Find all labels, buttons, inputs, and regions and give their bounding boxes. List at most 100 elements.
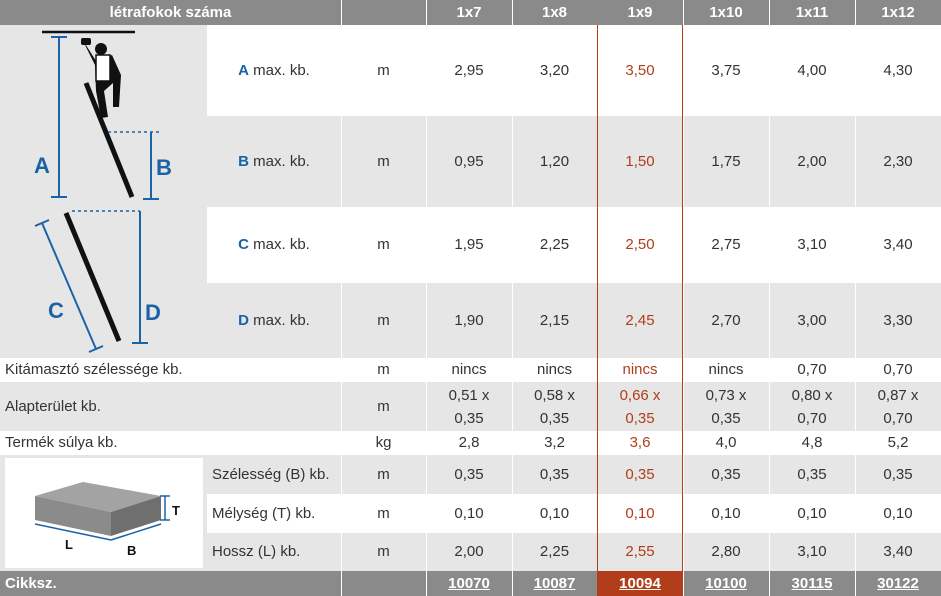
column-divider — [512, 0, 513, 596]
row-pack-width-value: 0,35 — [512, 455, 597, 494]
row-pack-length-value: 2,80 — [683, 533, 769, 571]
row-c-text: max. kb. — [248, 236, 310, 253]
ladder-illustration: A B C D — [34, 30, 172, 353]
row-pack-depth-value: 0,10 — [855, 494, 941, 533]
row-c-letter: C — [238, 236, 249, 253]
row-b-label: B max. kb. — [207, 116, 341, 207]
row-footprint-value: 0,87 x 0,70 — [855, 382, 941, 431]
footer-unit-empty — [341, 571, 426, 596]
row-b-value: 0,95 — [426, 116, 512, 207]
package-diagram: T L B — [0, 455, 207, 571]
row-c-value: 3,10 — [769, 207, 855, 283]
row-b-value: 1,50 — [597, 116, 683, 207]
header-title: létrafokok száma — [0, 0, 341, 25]
row-weight-value: 4,8 — [769, 431, 855, 455]
row-b-value: 2,30 — [855, 116, 941, 207]
row-pack-length-unit: m — [341, 533, 426, 571]
row-a-label: A max. kb. — [207, 25, 341, 116]
footer-code-cell-highlight: 10094 — [597, 571, 683, 596]
dim-label-c: C — [48, 298, 64, 323]
product-code-link[interactable]: 30115 — [791, 574, 833, 592]
product-code-link[interactable]: 10070 — [448, 574, 490, 592]
row-b-value: 2,00 — [769, 116, 855, 207]
footer-code-cell: 10087 — [512, 571, 597, 596]
row-pack-length-label: Hossz (L) kb. — [207, 533, 341, 571]
worker-figure — [81, 38, 121, 118]
row-d-value: 2,70 — [683, 283, 769, 358]
product-code-link[interactable]: 10094 — [619, 574, 661, 592]
row-pack-length-value: 3,40 — [855, 533, 941, 571]
footer-code-cell: 10070 — [426, 571, 512, 596]
dim-label-d: D — [145, 300, 161, 325]
row-b-value: 1,75 — [683, 116, 769, 207]
header-model-1x7: 1x7 — [426, 0, 512, 25]
row-pack-length-value: 2,00 — [426, 533, 512, 571]
row-c-value: 2,50 — [597, 207, 683, 283]
row-pack-depth-unit: m — [341, 494, 426, 533]
row-b-letter: B — [238, 152, 249, 170]
row-weight-label: Termék súlya kb. — [0, 431, 341, 455]
column-divider — [341, 0, 342, 596]
package-illustration: T L B — [34, 482, 180, 558]
row-footprint-value: 0,73 x 0,35 — [683, 382, 769, 431]
row-d-value: 2,15 — [512, 283, 597, 358]
row-d-label: D max. kb. — [207, 283, 341, 358]
product-code-link[interactable]: 10100 — [705, 574, 747, 592]
row-a-value: 2,95 — [426, 25, 512, 116]
column-divider — [683, 0, 684, 596]
row-c-label: C max. kb. — [207, 207, 341, 283]
row-b-text: max. kb. — [248, 152, 310, 170]
column-divider — [855, 0, 856, 596]
row-c-unit: m — [341, 207, 426, 283]
header-model-1x9: 1x9 — [597, 0, 683, 25]
row-c-value: 2,75 — [683, 207, 769, 283]
row-weight-value: 3,6 — [597, 431, 683, 455]
row-pack-depth-label: Mélység (T) kb. — [207, 494, 341, 533]
row-b-value: 1,20 — [512, 116, 597, 207]
column-divider — [426, 0, 427, 596]
footer-label: Cikksz. — [0, 571, 341, 596]
row-d-text: max. kb. — [248, 311, 310, 329]
row-d-value: 3,30 — [855, 283, 941, 358]
row-weight-value: 3,2 — [512, 431, 597, 455]
row-pack-length-value: 2,55 — [597, 533, 683, 571]
row-c-value: 2,25 — [512, 207, 597, 283]
row-support-width-value: nincs — [512, 358, 597, 382]
row-support-width-value: 0,70 — [769, 358, 855, 382]
row-pack-depth-value: 0,10 — [769, 494, 855, 533]
row-d-value: 3,00 — [769, 283, 855, 358]
footer-code-cell: 30115 — [769, 571, 855, 596]
footer-code-cell: 10100 — [683, 571, 769, 596]
column-divider — [769, 0, 770, 596]
row-d-value: 2,45 — [597, 283, 683, 358]
product-code-link[interactable]: 10087 — [533, 574, 576, 592]
row-support-width-value: 0,70 — [855, 358, 941, 382]
row-weight-value: 2,8 — [426, 431, 512, 455]
dim-label-b: B — [156, 155, 172, 180]
row-pack-width-value: 0,35 — [855, 455, 941, 494]
row-a-value: 4,30 — [855, 25, 941, 116]
footer-code-cell: 30122 — [855, 571, 941, 596]
row-a-value: 3,75 — [683, 25, 769, 116]
box-label-t: T — [172, 503, 180, 518]
row-support-width-value: nincs — [426, 358, 512, 382]
row-pack-length-value: 3,10 — [769, 533, 855, 571]
header-model-1x12: 1x12 — [855, 0, 941, 25]
dim-label-a: A — [34, 153, 50, 178]
row-pack-width-unit: m — [341, 455, 426, 494]
row-pack-depth-value: 0,10 — [512, 494, 597, 533]
header-unit-empty — [341, 0, 426, 25]
row-a-unit: m — [341, 25, 426, 116]
row-pack-depth-value: 0,10 — [426, 494, 512, 533]
row-a-value: 3,50 — [597, 25, 683, 116]
row-support-width-value: nincs — [683, 358, 769, 382]
row-pack-width-value: 0,35 — [597, 455, 683, 494]
row-support-width-unit: m — [341, 358, 426, 382]
row-footprint-unit: m — [341, 382, 426, 431]
row-pack-depth-value: 0,10 — [597, 494, 683, 533]
row-weight-value: 4,0 — [683, 431, 769, 455]
row-weight-value: 5,2 — [855, 431, 941, 455]
product-code-link[interactable]: 30122 — [877, 574, 919, 592]
row-pack-depth-value: 0,10 — [683, 494, 769, 533]
